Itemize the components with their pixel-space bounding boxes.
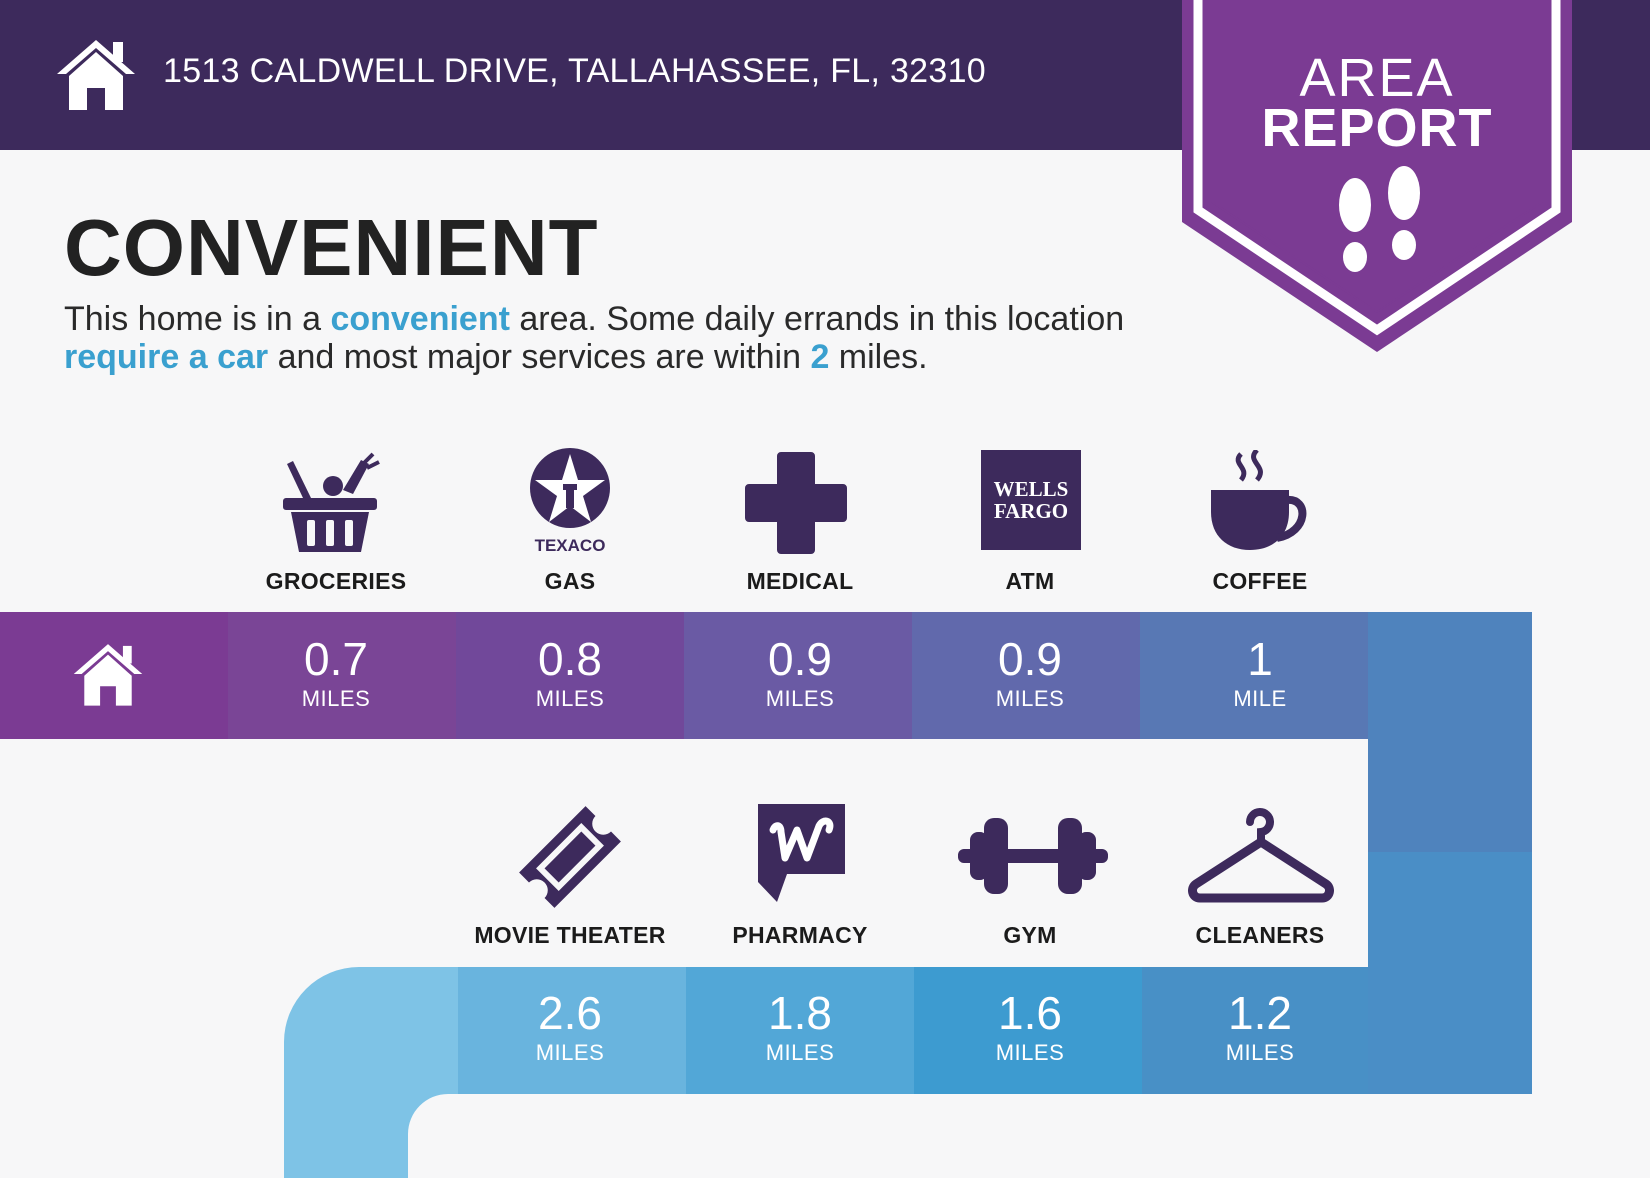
distance-unit: MILES (301, 686, 371, 711)
distance-unit: MILES (765, 1040, 835, 1065)
badge-title-line2: REPORT (1261, 98, 1493, 158)
dumbbell-icon (958, 818, 1108, 894)
summary-part: This home is in a (64, 300, 331, 338)
summary-part: and most major services are within (268, 338, 811, 376)
texaco-logo-text: TEXACO (535, 536, 606, 555)
distance-unit: MILES (995, 1040, 1065, 1065)
wells-fargo-logo-icon: WELLS FARGO (981, 450, 1081, 550)
distance-value: 0.8 (538, 633, 602, 685)
label-medical: MEDICAL (746, 568, 854, 594)
distance-cell-gym (914, 967, 1142, 1094)
label-gym: GYM (1003, 922, 1057, 948)
distance-value: 0.7 (304, 633, 368, 685)
distance-cell-gas (456, 612, 684, 739)
coffee-cup-icon (1211, 450, 1307, 550)
label-pharmacy: PHARMACY (732, 922, 868, 948)
distance-value: 1.2 (1228, 987, 1292, 1039)
distance-cell-groceries (228, 612, 456, 739)
badge-title-line1: AREA (1299, 48, 1455, 108)
page-title: CONVENIENT (64, 203, 599, 292)
highlight-require-car: require a car (64, 338, 269, 376)
label-cleaners: CLEANERS (1195, 922, 1325, 948)
distance-value: 1.6 (998, 987, 1062, 1039)
highlight-convenient: convenient (330, 300, 510, 338)
texaco-logo-icon: TEXACO (530, 448, 610, 555)
wells-fargo-text-2: FARGO (994, 499, 1068, 523)
route-segment (1368, 612, 1532, 852)
distance-cell-medical (684, 612, 912, 739)
distance-value: 1 (1247, 633, 1273, 685)
hanger-icon (1188, 808, 1334, 903)
label-atm: ATM (1005, 568, 1055, 594)
distance-value: 1.8 (768, 987, 832, 1039)
route-segment (1368, 852, 1532, 1094)
distance-unit: MILES (535, 686, 605, 711)
distance-cell-pharmacy (686, 967, 914, 1094)
distance-unit: MILES (1225, 1040, 1295, 1065)
summary-text: This home is in a convenient area. Some … (64, 300, 1184, 376)
medical-cross-icon (745, 452, 847, 554)
summary-part: area. Some daily errands in this locatio… (509, 300, 1125, 338)
label-gas: GAS (544, 568, 596, 594)
distance-value: 0.9 (768, 633, 832, 685)
grocery-basket-icon (283, 452, 380, 552)
distance-cell-cleaners (1142, 967, 1368, 1094)
ticket-icon (519, 806, 621, 908)
route-curve-left (284, 967, 458, 1178)
wells-fargo-text-1: WELLS (994, 477, 1069, 501)
distance-cell-coffee (1140, 612, 1368, 739)
distance-value: 2.6 (538, 987, 602, 1039)
summary-part: miles. (829, 338, 928, 376)
distance-value: 0.9 (998, 633, 1062, 685)
area-report-badge (1182, 0, 1572, 352)
footprints-icon (1339, 166, 1420, 272)
distance-unit: MILES (535, 1040, 605, 1065)
walgreens-logo-icon (758, 804, 845, 902)
label-coffee: COFFEE (1212, 568, 1308, 594)
highlight-distance: 2 (810, 338, 830, 376)
label-movie-theater: MOVIE THEATER (474, 922, 666, 948)
distance-cell-movie-theater (458, 967, 686, 1094)
label-groceries: GROCERIES (265, 568, 407, 594)
distance-unit: MILES (995, 686, 1065, 711)
house-icon (73, 644, 143, 706)
address-text: 1513 CALDWELL DRIVE, TALLAHASSEE, FL, 32… (163, 52, 987, 90)
distance-unit: MILES (765, 686, 835, 711)
house-icon (57, 40, 135, 110)
distance-cell-atm (912, 612, 1140, 739)
distance-unit: MILE (1233, 686, 1287, 711)
